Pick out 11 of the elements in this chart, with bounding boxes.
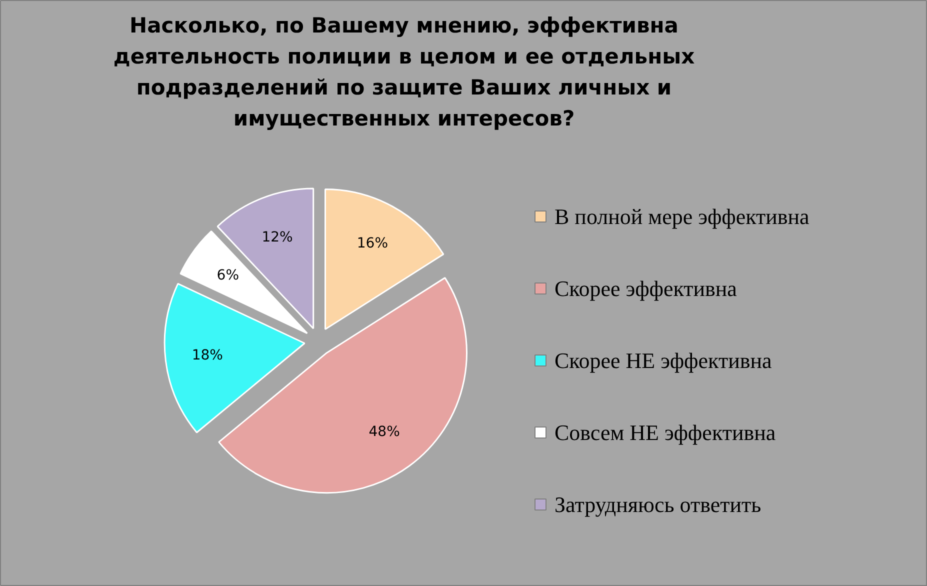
data-label: 12% [262,229,293,246]
data-label: 6% [216,268,240,284]
legend-label: Скорее НЕ эффективна [554,348,772,373]
data-label: 18% [192,348,223,364]
chart-title: Насколько, по Вашему мнению, эффективна деятельность полиции в целом и ее отдельных подразделений по защите Ваших личных и имущественных интересов? [113,14,696,130]
legend-label: В полной мере эффективна [554,204,810,229]
data-label: 16% [356,235,388,252]
legend-label: Совсем НЕ эффективна [554,420,776,445]
legend-label: Скорее эффективна [554,276,738,301]
legend-label: Затрудняюсь ответить [554,492,762,517]
data-label: 48% [368,424,400,440]
